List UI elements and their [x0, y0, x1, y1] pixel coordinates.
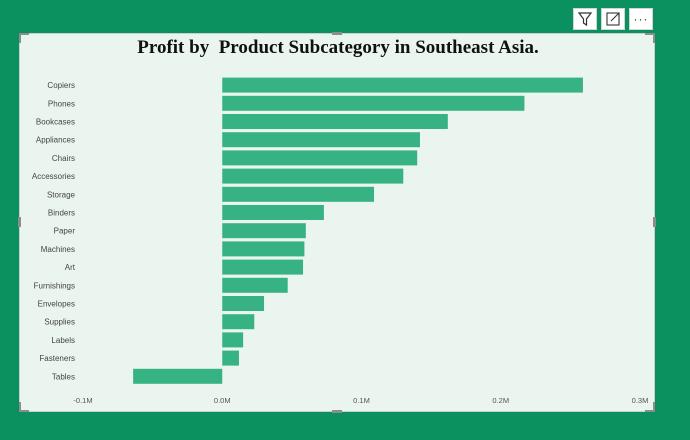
y-tick-label: Machines — [41, 245, 75, 254]
x-tick-label: 0.2M — [492, 396, 509, 405]
y-tick-label: Binders — [48, 209, 75, 218]
y-tick-label: Paper — [54, 227, 76, 236]
bar-labels[interactable] — [222, 332, 244, 348]
bar-machines[interactable] — [222, 241, 305, 257]
bar-supplies[interactable] — [222, 314, 255, 330]
y-tick-label: Bookcases — [36, 118, 75, 127]
bar-paper[interactable] — [222, 223, 306, 239]
bar-storage[interactable] — [222, 186, 375, 202]
y-tick-label: Chairs — [52, 154, 75, 163]
resize-handle-left[interactable] — [18, 217, 21, 227]
x-tick-label: 0.0M — [214, 396, 231, 405]
more-options-button[interactable]: ··· — [629, 8, 653, 30]
y-tick-label: Envelopes — [38, 300, 75, 309]
bar-chart-visual[interactable]: Profit by Product Subcategory in Southea… — [18, 32, 656, 413]
y-tick-label: Storage — [47, 190, 76, 199]
resize-corner-top-left[interactable] — [19, 33, 29, 43]
bar-binders[interactable] — [222, 205, 324, 220]
y-tick-label: Labels — [51, 336, 75, 345]
chart-plot: Copiers Phones Bookcases Appliances Chairs Ac… — [32, 77, 649, 405]
resize-corner-bottom-left[interactable] — [19, 402, 29, 412]
focus-mode-icon — [606, 12, 620, 26]
y-tick-label: Furnishings — [34, 281, 75, 290]
y-tick-label: Appliances — [36, 136, 75, 145]
filter-icon — [577, 12, 593, 27]
y-tick-label: Art — [65, 263, 76, 272]
x-tick-label: 0.3M — [632, 396, 649, 405]
bar-tables[interactable] — [133, 368, 223, 384]
y-tick-label: Accessories — [32, 172, 75, 181]
resize-corner-bottom-right[interactable] — [645, 402, 655, 412]
bar-copiers[interactable] — [222, 77, 583, 93]
y-tick-label: Fasteners — [39, 354, 75, 363]
x-tick-label: -0.1M — [73, 396, 92, 405]
resize-handle-bottom[interactable] — [332, 410, 342, 413]
x-tick-label: 0.1M — [353, 396, 370, 405]
bar-chairs[interactable] — [222, 150, 418, 166]
y-tick-label: Supplies — [44, 318, 75, 327]
bar-art[interactable] — [222, 259, 304, 275]
resize-handle-right[interactable] — [653, 217, 656, 227]
y-tick-label: Tables — [52, 372, 75, 381]
y-tick-label: Copiers — [47, 81, 75, 90]
filter-button[interactable] — [573, 8, 597, 30]
bar-fasteners[interactable] — [222, 350, 239, 366]
resize-corner-top-right[interactable] — [645, 33, 655, 43]
focus-mode-button[interactable] — [601, 8, 625, 30]
bar-envelopes[interactable] — [222, 296, 265, 311]
bar-furnishings[interactable] — [222, 277, 288, 293]
bar-bookcases[interactable] — [222, 114, 448, 129]
y-tick-label: Phones — [48, 99, 75, 108]
bar-phones[interactable] — [222, 95, 525, 111]
more-options-icon: ··· — [633, 12, 649, 26]
chart-title: Profit by Product Subcategory in Southea… — [137, 37, 539, 58]
resize-handle-top[interactable] — [332, 32, 342, 35]
bar-accessories[interactable] — [222, 168, 404, 184]
visual-header-toolbar: ··· — [573, 8, 653, 30]
bar-appliances[interactable] — [222, 132, 420, 148]
